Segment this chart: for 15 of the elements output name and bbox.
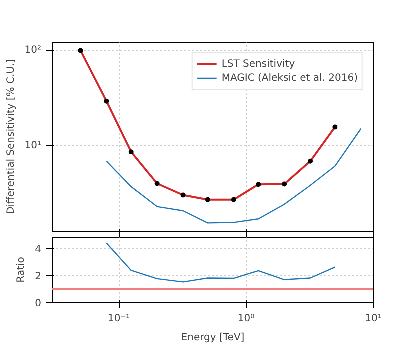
y-tick-label: 10² [24,45,42,56]
line-series [106,242,336,283]
y-tick-label: 4 [35,244,42,256]
x-tick-label: 10⁻¹ [108,314,130,324]
x-tick-label: 10¹ [365,314,382,324]
x-tick-label: 10⁰ [238,314,255,324]
y-tick-label: 10¹ [24,140,42,152]
y-tick-label: 0 [35,298,42,310]
legend-label: LST Sensitivity [222,58,296,71]
y-tick-label: 2 [35,271,42,282]
legend-label: MAGIC (Aleksic et al. 2016) [222,72,358,85]
y-axis-title: Ratio [16,257,28,283]
y-axis-title: Differential Sensitivity [% C.U.] [6,59,17,215]
x-axis-title: Energy [TeV] [181,332,245,344]
line-series [106,128,362,224]
